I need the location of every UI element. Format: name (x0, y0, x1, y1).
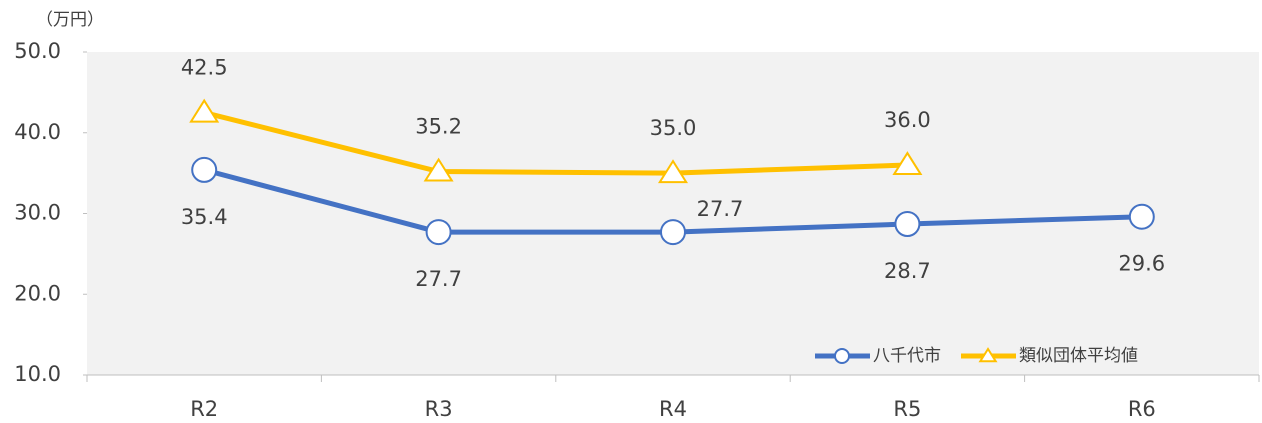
data-label: 35.2 (415, 115, 462, 139)
marker (423, 157, 454, 182)
data-label: 35.4 (181, 205, 228, 229)
x-tick-label: R2 (190, 397, 218, 421)
marker (191, 156, 218, 183)
y-tick-label: 20.0 (14, 281, 61, 305)
x-tick-label: R3 (425, 397, 453, 421)
y-tick-label: 40.0 (14, 120, 61, 144)
x-tick-label: R5 (893, 397, 921, 421)
y-axis-unit: （万円） (36, 10, 104, 30)
marker (894, 210, 921, 237)
plot-area (87, 52, 1259, 375)
marker (978, 347, 998, 363)
marker (189, 98, 220, 123)
marker (1128, 203, 1155, 230)
y-tick-label: 50.0 (14, 39, 61, 63)
marker (425, 219, 452, 246)
data-label: 42.5 (181, 56, 228, 80)
marker (660, 219, 686, 246)
y-tick-label: 10.0 (14, 362, 61, 386)
marker (892, 151, 923, 176)
legend-label: 類似団体平均値 (1019, 346, 1138, 366)
data-label: 28.7 (884, 259, 931, 283)
data-label: 36.0 (884, 108, 931, 132)
y-tick-label: 30.0 (14, 201, 61, 225)
data-label: 29.6 (1118, 252, 1165, 276)
marker (834, 348, 850, 364)
series-line (203, 110, 908, 176)
data-label: 35.0 (650, 116, 697, 140)
data-label: 27.7 (697, 197, 744, 221)
legend-label: 八千代市 (873, 346, 941, 366)
x-tick-label: R4 (659, 397, 687, 421)
data-label: 27.7 (415, 267, 462, 291)
x-tick-label: R6 (1128, 397, 1156, 421)
marker (657, 159, 689, 184)
